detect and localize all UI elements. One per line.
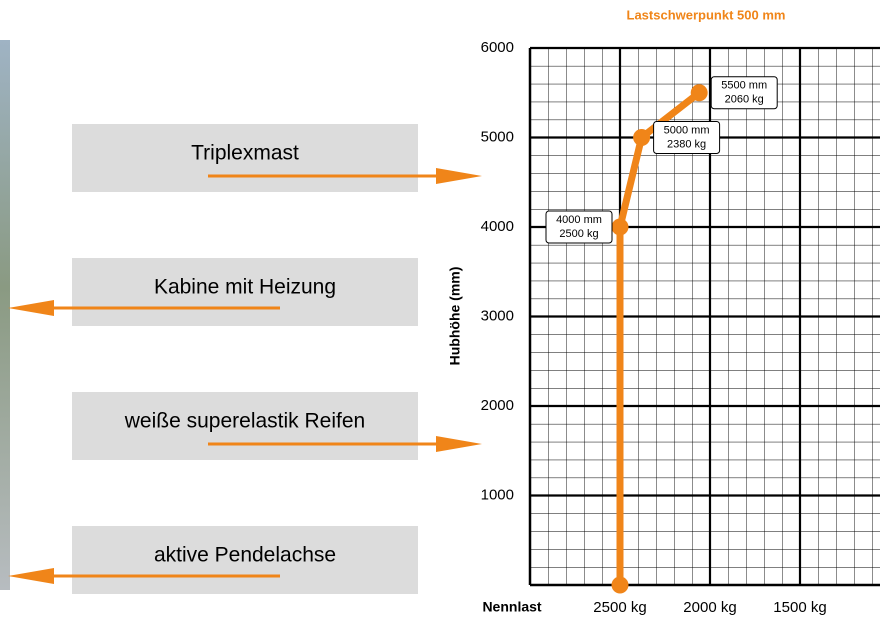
callouts: Triplexmast Kabine mit Heizung weiße super… — [8, 124, 482, 594]
point — [633, 129, 650, 146]
callout-text: Kabine mit Heizung — [154, 276, 336, 299]
y-tick-label: 1000 — [481, 486, 514, 503]
arrow-head — [8, 300, 54, 316]
photo-strip — [0, 40, 10, 590]
x-tick-label: 1500 kg — [773, 599, 826, 616]
point — [612, 219, 629, 236]
point-label: 5500 mm — [721, 80, 767, 92]
callout-text: Triplexmast — [191, 142, 299, 165]
callout-text: aktive Pendelachse — [154, 544, 336, 567]
x-tick-label: 2000 kg — [683, 599, 736, 616]
point — [612, 577, 629, 594]
arrow-head — [8, 568, 54, 584]
y-axis-label: Hubhöhe (mm) — [447, 267, 463, 366]
y-tick-label: 2000 — [481, 397, 514, 414]
point-label: 2380 kg — [667, 138, 706, 150]
y-tick-label: 4000 — [481, 218, 514, 235]
point-label: 2060 kg — [725, 94, 764, 106]
page: Triplexmast Kabine mit Heizung weiße super… — [0, 0, 880, 621]
y-tick-label: 5000 — [481, 128, 514, 145]
point-label: 4000 mm — [556, 214, 602, 226]
arrow-head — [436, 436, 482, 452]
point-label: 5000 mm — [664, 124, 710, 136]
y-tick-label: 6000 — [481, 39, 514, 56]
point — [691, 84, 708, 101]
point-label: 2500 kg — [559, 228, 598, 240]
x-tick-label: 2500 kg — [593, 599, 646, 616]
callout-text: weiße superelastik Reifen — [124, 410, 365, 433]
arrow-head — [436, 168, 482, 184]
chart-title: Lastschwerpunkt 500 mm — [627, 7, 786, 22]
y-tick-label: 3000 — [481, 307, 514, 324]
x-axis-label: Nennlast — [482, 599, 541, 615]
